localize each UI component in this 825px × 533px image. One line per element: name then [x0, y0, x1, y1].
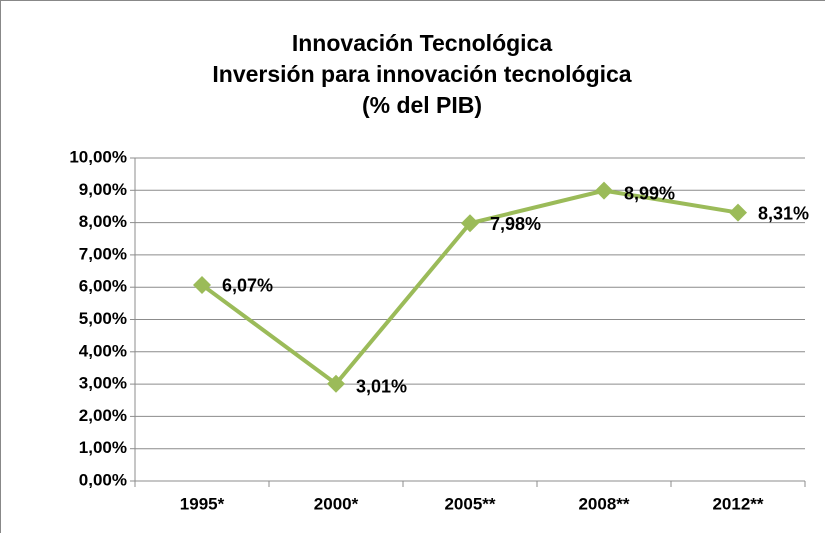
x-tick-label: 2005** [444, 494, 495, 513]
data-point [595, 181, 613, 200]
x-tick-label: 2008** [578, 494, 629, 513]
chart-title: (% del PIB) [362, 92, 482, 118]
data-point [729, 203, 747, 222]
data-point [461, 214, 479, 233]
y-tick-label: 10,00% [69, 147, 127, 166]
x-tick-label: 2000* [314, 494, 359, 513]
y-tick-label: 6,00% [79, 277, 127, 296]
y-tick-label: 9,00% [79, 180, 127, 199]
chart-title: Inversión para innovación tecnológica [212, 61, 631, 87]
x-tick-label: 1995* [180, 494, 225, 513]
y-tick-label: 0,00% [79, 470, 127, 489]
y-tick-label: 1,00% [79, 438, 127, 457]
data-label: 8,31% [758, 203, 809, 223]
y-tick-label: 2,00% [79, 406, 127, 425]
y-tick-label: 8,00% [79, 212, 127, 231]
data-point [193, 275, 211, 294]
data-point [327, 374, 345, 393]
y-tick-label: 7,00% [79, 244, 127, 263]
y-tick-label: 4,00% [79, 341, 127, 360]
x-tick-label: 2012** [712, 494, 763, 513]
data-label: 7,98% [490, 214, 541, 234]
y-tick-label: 5,00% [79, 309, 127, 328]
y-tick-label: 3,00% [79, 374, 127, 393]
data-label: 3,01% [356, 377, 407, 397]
chart-title: Innovación Tecnológica [292, 30, 552, 56]
data-label: 8,99% [624, 183, 675, 203]
data-label: 6,07% [222, 276, 273, 296]
